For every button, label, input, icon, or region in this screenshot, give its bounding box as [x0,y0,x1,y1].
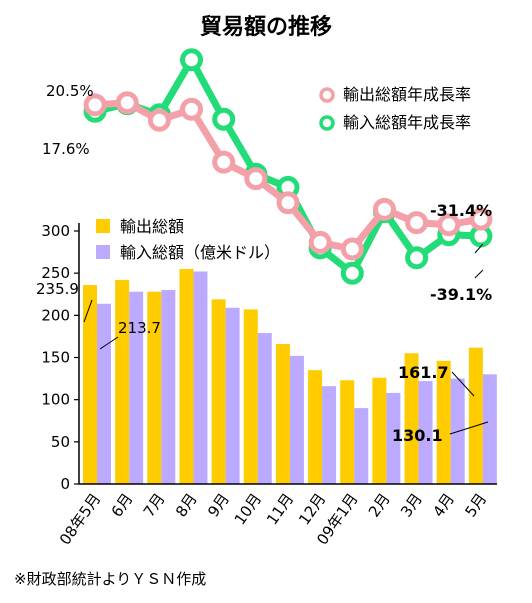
export-bar [243,309,258,484]
line-layer [83,48,493,285]
legend-bar-swatch [96,245,110,259]
source-note: ※財政部統計よりＹＳＮ作成 [14,570,206,588]
import-rate-last-label: -39.1% [430,285,492,304]
import-bar-first-label: 213.7 [118,319,161,337]
import-bar [257,333,272,484]
leader-line [451,371,475,397]
x-tick-label: 3月 [397,490,426,520]
import-bar [386,392,401,484]
import-bar [97,303,111,484]
import-bar [193,271,208,484]
export-growth-point [115,91,139,115]
import-growth-point [340,261,364,285]
x-tick-label: 11月 [263,490,297,528]
x-tick-label: 4月 [429,490,458,520]
annotations: 20.5% 17.6% -31.4% -39.1% 235.9 213.7 161.7 130… [36,82,492,445]
x-tick-label: 10月 [231,490,265,528]
leader-line [474,243,484,254]
x-tick-label: 8月 [172,490,201,520]
import-bar [225,307,240,484]
import-bar [418,381,433,484]
export-growth-point [276,191,300,215]
y-tick-label: 150 [41,349,70,367]
y-tick-label: 0 [60,475,70,493]
import-growth-point [405,246,429,270]
legend-bar-swatch [96,219,110,233]
export-growth-point [147,108,171,132]
legend-line-label: 輸出総額年成長率 [343,85,471,104]
export-growth-point [180,97,204,121]
legend-bar-label: 輸入総額（億米ドル） [120,243,280,262]
export-growth-point [83,93,107,117]
leader-line [83,299,93,323]
import-growth-point [212,107,236,131]
export-bar [147,291,162,484]
export-bar-first-label: 235.9 [36,280,79,298]
export-growth-point [469,207,493,231]
export-bar [275,344,290,484]
export-bar [436,360,451,484]
x-tick-label: 08年5月 [56,490,104,548]
export-bar [211,299,226,484]
y-tick-label: 50 [51,433,70,451]
legend-bar-label: 輸出総額 [120,217,184,236]
export-growth-point [405,211,429,235]
chart-title: 貿易額の推移 [200,14,332,40]
export-bar [404,353,419,484]
import-bar [354,408,369,484]
export-bar-last-label: 161.7 [398,363,449,382]
import-bar [129,291,144,484]
export-growth-point [244,167,268,191]
export-bar [115,279,130,484]
x-tick-label: 2月 [365,490,394,520]
import-bar-last-label: 130.1 [392,426,443,445]
x-tick-label: 6月 [108,490,137,520]
x-tick-label: 7月 [140,490,169,520]
export-growth-point [437,213,461,237]
import-rate-first-label: 17.6% [42,140,90,158]
export-rate-first-label: 20.5% [46,82,94,100]
export-bar [179,268,194,484]
leader-line [474,269,484,279]
x-tick-label: 5月 [461,490,490,520]
import-bar [161,290,176,484]
export-growth-point [372,197,396,221]
legend-line-marker [319,115,335,131]
import-bar [322,386,337,484]
export-growth-point [308,230,332,254]
import-growth-point [180,48,204,72]
export-bar [468,347,483,484]
y-axis: 0 50 100 150 200 250 300 [41,222,497,493]
leader-line [99,336,119,350]
x-tick-label: 9月 [204,490,233,520]
import-bar [482,374,497,484]
export-bar [340,380,355,484]
y-tick-label: 250 [41,264,70,282]
export-bar [83,285,97,484]
export-bar [372,377,387,484]
y-tick-label: 300 [41,222,70,240]
legend-line-label: 輸入総額年成長率 [343,113,471,132]
y-tick-label: 100 [41,391,70,409]
import-bar [289,355,304,484]
bar-layer [83,268,497,484]
export-rate-last-label: -31.4% [430,201,492,220]
leader-line [449,421,489,435]
y-tick-label: 200 [41,306,70,324]
export-growth-point [212,150,236,174]
export-bar [308,370,323,484]
legend-line-marker [319,87,335,103]
export-growth-point [340,237,364,261]
